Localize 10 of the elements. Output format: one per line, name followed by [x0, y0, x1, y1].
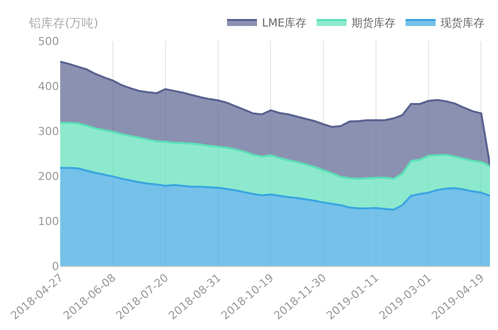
- y-tick-label: 400: [38, 80, 59, 93]
- y-tick-label: 200: [38, 170, 59, 183]
- legend-label: 现货库存: [440, 16, 485, 30]
- legend-label: LME库存: [262, 16, 307, 30]
- legend-label: 期货库存: [352, 16, 396, 30]
- y-tick-label: 100: [38, 214, 59, 228]
- y-tick-label: 300: [38, 124, 59, 138]
- y-tick-label: 0: [52, 260, 59, 273]
- y-axis-title: 铝库存(万吨): [28, 16, 98, 30]
- y-tick-label: 500: [38, 34, 59, 48]
